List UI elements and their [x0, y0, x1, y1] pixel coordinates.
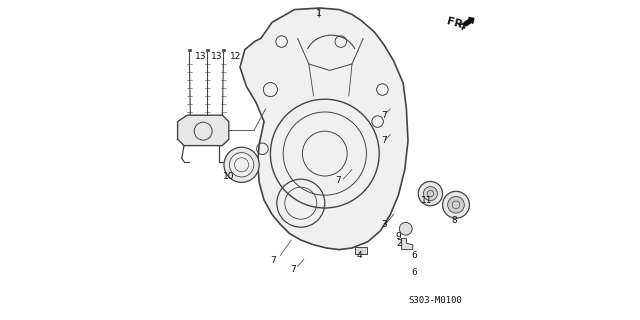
Text: 13: 13	[211, 52, 223, 60]
Text: S303-M0100: S303-M0100	[408, 296, 462, 305]
Text: 5: 5	[176, 133, 181, 142]
PathPatch shape	[178, 115, 229, 146]
Circle shape	[399, 222, 412, 235]
Text: 13: 13	[195, 52, 207, 60]
Text: 7: 7	[336, 176, 341, 185]
Text: 7: 7	[381, 111, 387, 120]
Circle shape	[419, 181, 443, 206]
Bar	[188, 49, 191, 51]
Text: 7: 7	[290, 265, 296, 274]
Text: 8: 8	[451, 216, 456, 225]
PathPatch shape	[240, 8, 408, 250]
Circle shape	[224, 147, 259, 182]
Text: 12: 12	[230, 52, 241, 60]
Circle shape	[448, 196, 465, 213]
Text: 6: 6	[411, 252, 417, 260]
Bar	[206, 49, 209, 51]
Text: 7: 7	[381, 136, 387, 145]
Circle shape	[230, 153, 253, 177]
FancyArrow shape	[464, 18, 474, 26]
Text: 3: 3	[381, 220, 387, 229]
Text: 6: 6	[411, 268, 417, 277]
PathPatch shape	[402, 238, 413, 250]
Bar	[222, 49, 225, 51]
Text: 11: 11	[420, 196, 432, 205]
Text: 7: 7	[270, 256, 275, 265]
Text: 10: 10	[223, 172, 234, 181]
Text: 2: 2	[396, 239, 402, 248]
Text: 4: 4	[356, 251, 362, 260]
Circle shape	[424, 187, 438, 201]
Bar	[355, 247, 367, 254]
Text: 9: 9	[395, 232, 401, 241]
Text: FR.: FR.	[446, 17, 468, 31]
Circle shape	[443, 191, 470, 218]
Text: 1: 1	[316, 9, 322, 18]
